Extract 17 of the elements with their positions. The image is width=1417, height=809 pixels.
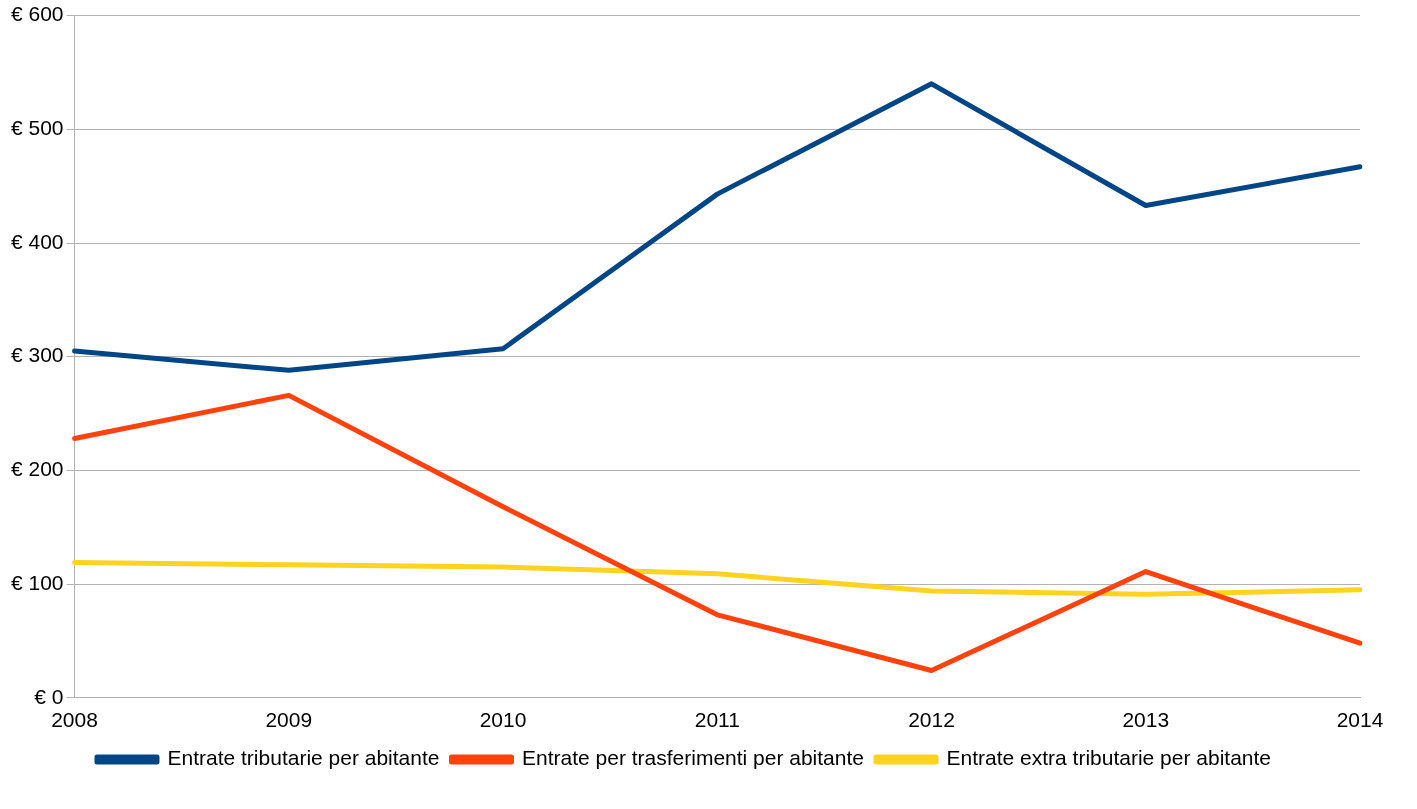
y-tick-label: € 300 (10, 343, 64, 367)
y-tick-label: € 200 (10, 457, 64, 481)
x-tick-label: 2014 (1336, 708, 1384, 732)
x-tick-label: 2008 (51, 708, 98, 732)
legend-label: Entrate tributarie per abitante (167, 746, 440, 770)
x-tick-label: 2012 (908, 708, 955, 732)
x-tick-label: 2010 (479, 708, 527, 732)
y-tick-label: € 400 (10, 229, 64, 253)
y-tick-label: € 500 (10, 116, 64, 140)
legend-label: Entrate per trasferimenti per abitante (521, 746, 864, 770)
x-tick-label: 2013 (1122, 708, 1170, 732)
legend-label: Entrate extra tributarie per abitante (946, 746, 1272, 770)
x-tick-label: 2009 (265, 708, 313, 732)
x-tick-label: 2011 (694, 708, 740, 732)
y-tick-label: € 0 (34, 684, 64, 708)
y-tick-label: € 100 (10, 570, 64, 594)
y-tick-label: € 600 (10, 2, 64, 26)
